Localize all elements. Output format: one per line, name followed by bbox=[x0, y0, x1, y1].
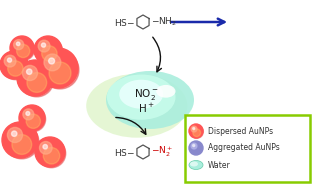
Circle shape bbox=[282, 138, 286, 143]
Circle shape bbox=[21, 107, 46, 132]
Circle shape bbox=[4, 55, 16, 67]
Text: Water: Water bbox=[208, 160, 231, 170]
Circle shape bbox=[190, 125, 203, 138]
Circle shape bbox=[22, 65, 37, 81]
Circle shape bbox=[266, 150, 271, 155]
Circle shape bbox=[38, 48, 78, 88]
Circle shape bbox=[279, 136, 290, 147]
Circle shape bbox=[26, 112, 30, 115]
Circle shape bbox=[263, 147, 276, 160]
Circle shape bbox=[43, 147, 60, 164]
Circle shape bbox=[252, 125, 264, 137]
Circle shape bbox=[231, 133, 265, 167]
Circle shape bbox=[40, 142, 52, 154]
Ellipse shape bbox=[86, 74, 187, 138]
Text: $-$N$_2^+$: $-$N$_2^+$ bbox=[151, 145, 173, 159]
Circle shape bbox=[35, 137, 65, 167]
Circle shape bbox=[8, 58, 12, 62]
Text: Aggregated AuNPs: Aggregated AuNPs bbox=[208, 143, 280, 153]
Text: HS$-$: HS$-$ bbox=[114, 16, 135, 28]
Circle shape bbox=[34, 36, 62, 64]
Circle shape bbox=[248, 160, 257, 170]
FancyBboxPatch shape bbox=[185, 115, 310, 181]
Text: H$^+$: H$^+$ bbox=[138, 101, 154, 115]
Circle shape bbox=[240, 141, 245, 147]
Circle shape bbox=[14, 40, 24, 50]
Circle shape bbox=[191, 126, 197, 132]
Text: NO$_2^-$: NO$_2^-$ bbox=[134, 87, 158, 101]
Circle shape bbox=[12, 38, 35, 61]
Circle shape bbox=[37, 139, 66, 168]
Ellipse shape bbox=[107, 74, 176, 120]
Circle shape bbox=[5, 125, 39, 159]
Circle shape bbox=[49, 58, 55, 64]
Circle shape bbox=[193, 129, 201, 137]
Circle shape bbox=[12, 131, 17, 136]
Circle shape bbox=[41, 51, 79, 89]
Circle shape bbox=[12, 135, 32, 154]
Circle shape bbox=[275, 132, 301, 158]
Circle shape bbox=[19, 105, 45, 131]
Circle shape bbox=[27, 69, 32, 74]
Circle shape bbox=[0, 51, 28, 79]
Circle shape bbox=[191, 143, 197, 149]
Text: HS$-$: HS$-$ bbox=[114, 146, 135, 157]
Circle shape bbox=[2, 122, 38, 158]
Circle shape bbox=[23, 109, 34, 120]
Circle shape bbox=[38, 40, 50, 52]
Circle shape bbox=[17, 60, 53, 96]
Circle shape bbox=[2, 53, 29, 80]
Text: $-$NH$_2$: $-$NH$_2$ bbox=[151, 16, 177, 28]
Circle shape bbox=[193, 128, 195, 130]
Circle shape bbox=[44, 54, 61, 71]
Circle shape bbox=[16, 42, 20, 46]
Circle shape bbox=[20, 63, 54, 97]
Circle shape bbox=[36, 38, 63, 65]
Circle shape bbox=[41, 43, 46, 47]
Circle shape bbox=[10, 36, 34, 60]
Ellipse shape bbox=[189, 160, 203, 170]
Circle shape bbox=[251, 162, 254, 166]
Circle shape bbox=[17, 44, 30, 58]
Circle shape bbox=[189, 124, 203, 138]
Ellipse shape bbox=[190, 161, 198, 167]
Circle shape bbox=[27, 73, 47, 92]
Circle shape bbox=[42, 46, 57, 61]
Circle shape bbox=[236, 138, 250, 152]
Circle shape bbox=[193, 144, 195, 147]
Circle shape bbox=[255, 127, 260, 132]
Circle shape bbox=[49, 62, 71, 84]
Circle shape bbox=[43, 145, 47, 149]
Ellipse shape bbox=[119, 80, 163, 109]
Circle shape bbox=[245, 157, 267, 179]
Circle shape bbox=[8, 127, 23, 143]
Circle shape bbox=[189, 141, 203, 155]
Circle shape bbox=[8, 61, 23, 76]
Circle shape bbox=[26, 114, 41, 128]
Circle shape bbox=[247, 120, 277, 150]
Circle shape bbox=[258, 142, 290, 174]
Text: Dispersed AuNPs: Dispersed AuNPs bbox=[208, 126, 273, 136]
Ellipse shape bbox=[156, 85, 176, 98]
Ellipse shape bbox=[106, 71, 194, 129]
